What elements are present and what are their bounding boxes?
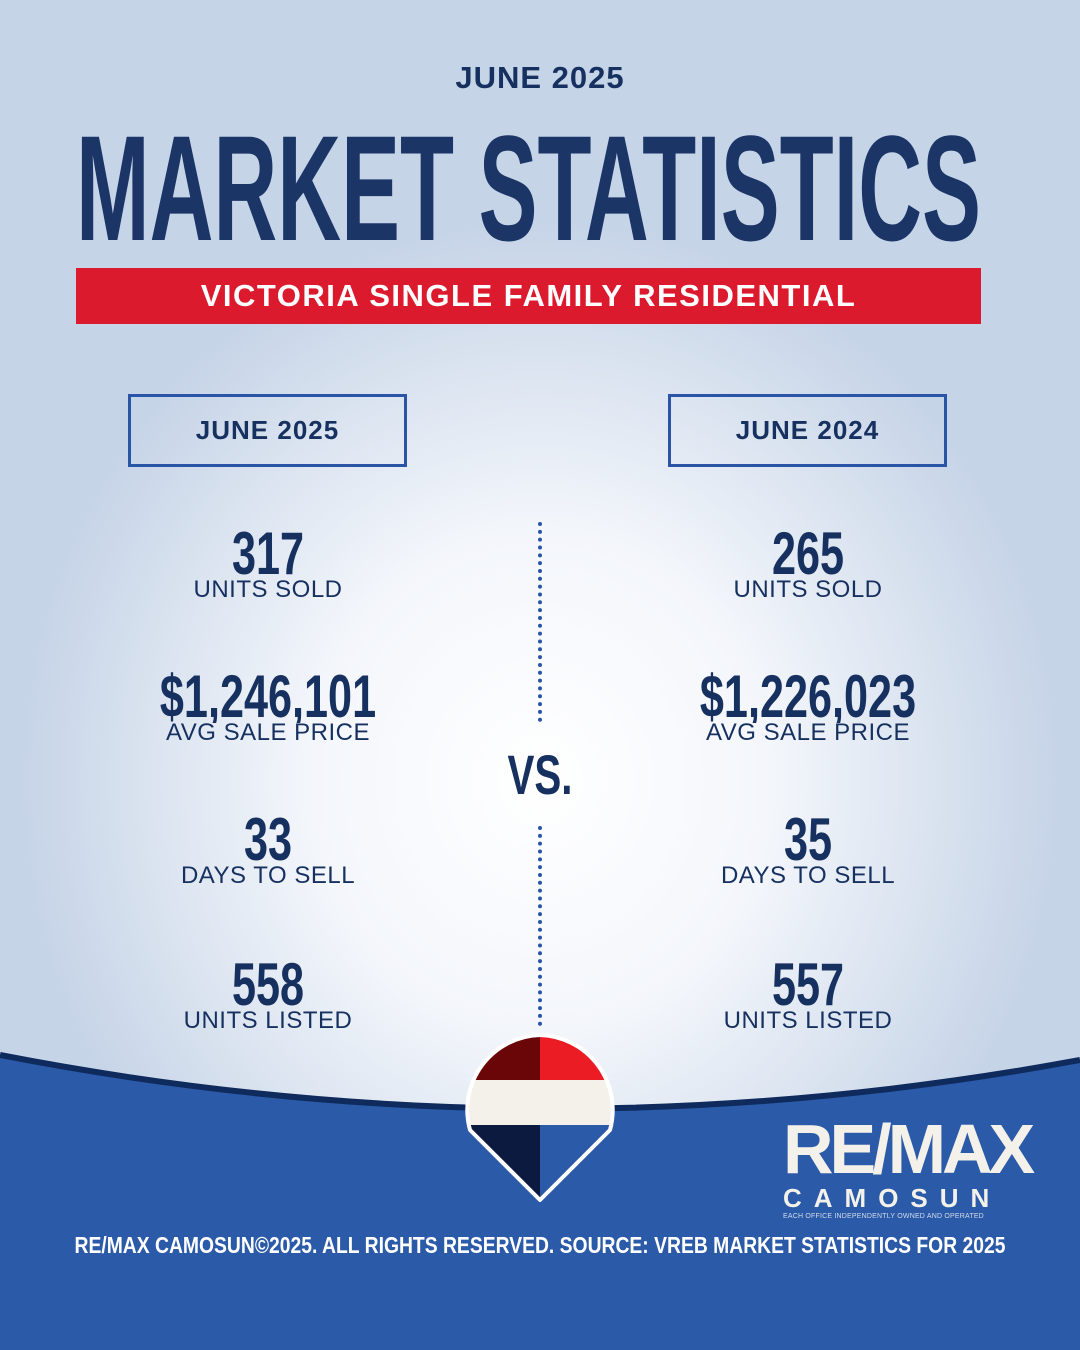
stat-days-to-sell: 35 DAYS TO SELL bbox=[720, 806, 896, 889]
stat-value: 557 bbox=[772, 951, 844, 1011]
divider-bottom bbox=[538, 826, 542, 1026]
stat-avg-price: $1,246,101 AVG SALE PRICE bbox=[159, 663, 377, 746]
stat-days-to-sell: 33 DAYS TO SELL bbox=[180, 806, 356, 889]
svg-text:VS.: VS. bbox=[508, 748, 573, 798]
stat-units-listed: 558 UNITS LISTED bbox=[183, 951, 353, 1034]
stat-value: 33 bbox=[244, 806, 292, 866]
svg-text:RE/MAX CAMOSUN©2025. ALL RIGHT: RE/MAX CAMOSUN©2025. ALL RIGHTS RESERVED… bbox=[75, 1232, 1006, 1258]
stat-value: 35 bbox=[784, 806, 832, 866]
stat-value: 317 bbox=[232, 520, 304, 580]
report-date: JUNE 2025 bbox=[455, 60, 625, 95]
stat-avg-price: $1,226,023 AVG SALE PRICE bbox=[699, 663, 917, 746]
stat-units-sold: 317 UNITS SOLD bbox=[193, 520, 343, 603]
page-title-text: MARKET STATISTICS bbox=[76, 118, 981, 244]
stat-value: 558 bbox=[232, 951, 304, 1011]
region-banner: VICTORIA SINGLE FAMILY RESIDENTIAL bbox=[76, 268, 981, 324]
stat-value: $1,226,023 bbox=[700, 663, 916, 723]
stat-value: $1,246,101 bbox=[160, 663, 376, 723]
stat-value: 265 bbox=[772, 520, 844, 580]
left-period-box: JUNE 2025 bbox=[128, 394, 407, 467]
remax-camosun-logo: RE/MAX CAMOSUN EACH OFFICE INDEPENDENTLY… bbox=[783, 1110, 1035, 1220]
stat-units-listed: 557 UNITS LISTED bbox=[723, 951, 893, 1034]
left-stats: 317 UNITS SOLD $1,246,101 AVG SALE PRICE 3… bbox=[68, 518, 468, 1092]
right-stats: 265 UNITS SOLD $1,226,023 AVG SALE PRICE 3… bbox=[608, 518, 1008, 1092]
stat-units-sold: 265 UNITS SOLD bbox=[733, 520, 883, 603]
vs-label: VS. bbox=[508, 748, 573, 798]
right-period-box: JUNE 2024 bbox=[668, 394, 947, 467]
balloon-icon bbox=[465, 1033, 615, 1202]
copyright-footer: RE/MAX CAMOSUN©2025. ALL RIGHTS RESERVED… bbox=[75, 1232, 1006, 1258]
page-title: MARKET STATISTICS bbox=[76, 118, 981, 244]
divider-top bbox=[538, 522, 542, 722]
